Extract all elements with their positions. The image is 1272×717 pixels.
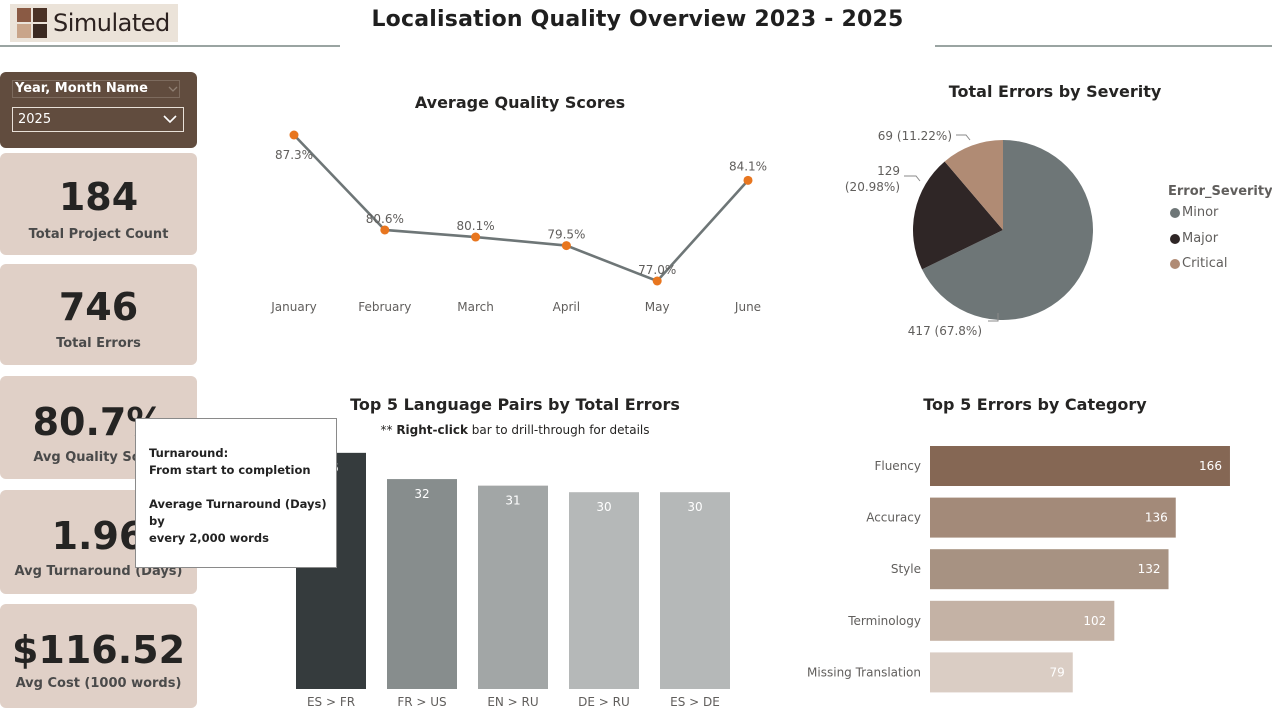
kpi-label: Total Project Count	[28, 227, 169, 242]
error-category-bar-chart: 166 Fluency 136 Accuracy 132 Style 102 Terminol…	[807, 446, 1230, 693]
legend-item-critical[interactable]: Critical	[1170, 256, 1227, 271]
pie-slice	[922, 140, 1093, 320]
bar	[387, 479, 457, 689]
bar	[930, 652, 1073, 693]
quality-line-chart: 87.3% January 80.6% February 80.1% March 79.5%…	[270, 130, 767, 314]
data-point	[652, 276, 662, 286]
kpi-value: 184	[58, 175, 139, 219]
leader-line	[956, 134, 971, 141]
x-tick-label: DE > RU	[578, 695, 630, 709]
year-month-slicer	[0, 72, 197, 148]
x-tick-label: FR > US	[397, 695, 446, 709]
logo: Simulated	[10, 4, 178, 42]
data-label: 166	[1199, 459, 1222, 473]
chevron-down-icon[interactable]	[166, 80, 180, 98]
tooltip-line: Average Turnaround (Days) by	[149, 497, 327, 528]
tooltip-line: Turnaround:	[149, 446, 229, 460]
kpi-label: Avg Cost (1000 words)	[15, 676, 182, 691]
data-point	[380, 225, 390, 235]
bar	[930, 600, 1115, 641]
x-tick-label: April	[553, 300, 580, 314]
x-tick-label: March	[457, 300, 494, 314]
kpi-value: $116.52	[11, 628, 186, 672]
y-tick-label: Accuracy	[866, 511, 921, 525]
x-tick-label: ES > FR	[307, 695, 355, 709]
x-tick-label: January	[270, 300, 317, 314]
data-label: 30	[687, 500, 702, 514]
y-tick-label: Style	[891, 562, 921, 576]
kpi-value: 1.96	[51, 514, 146, 558]
bar	[660, 492, 730, 689]
bar	[930, 549, 1169, 590]
data-point	[471, 232, 481, 242]
legend-title: Error_Severity	[1168, 184, 1272, 199]
data-label: 31	[505, 494, 520, 508]
leader-line	[988, 313, 999, 322]
data-label: 136	[1145, 511, 1168, 525]
line-chart-title: Average Quality Scores	[414, 93, 626, 112]
hbar-chart-title: Top 5 Errors by Category	[923, 395, 1147, 414]
turnaround-tooltip: Turnaround: From start to completion Ave…	[135, 418, 337, 568]
data-label: 69 (11.22%)	[878, 129, 952, 143]
page-title: Localisation Quality Overview 2023 - 202…	[371, 7, 904, 32]
header-divider-highlight	[340, 45, 935, 47]
data-point	[561, 241, 571, 251]
year-dropdown[interactable]: 2025	[12, 107, 184, 132]
kpi-label: Avg Quality Score	[33, 450, 164, 465]
x-tick-label: June	[734, 300, 761, 314]
y-tick-label: Terminology	[847, 614, 921, 628]
y-tick-label: Missing Translation	[807, 665, 921, 679]
x-tick-label: EN > RU	[487, 695, 538, 709]
series-line	[293, 134, 749, 283]
data-label: 79.5%	[547, 228, 585, 242]
pie-slice	[913, 161, 1003, 270]
kpi-label: Total Errors	[56, 336, 141, 351]
data-label: 417 (67.8%)	[908, 324, 982, 338]
data-label: 129	[877, 164, 900, 178]
kpi-value: 746	[58, 285, 139, 329]
y-tick-label: Fluency	[874, 459, 921, 473]
data-label: 77.0%	[638, 263, 676, 277]
data-label: 87.3%	[275, 148, 313, 162]
slicer-label[interactable]: Year, Month Name	[12, 80, 180, 98]
kpi-card-project-count: 184 Total Project Count	[0, 153, 197, 255]
legend-item-major[interactable]: Major	[1170, 231, 1218, 246]
legend-item-minor[interactable]: Minor	[1170, 205, 1218, 220]
tooltip-line: From start to completion	[149, 463, 311, 477]
x-tick-label: ES > DE	[670, 695, 720, 709]
x-tick-label: May	[645, 300, 670, 314]
logo-text: Simulated	[53, 9, 170, 37]
data-label: 102	[1083, 614, 1106, 628]
leader-line	[904, 175, 921, 182]
data-point	[289, 130, 299, 140]
data-label: 32	[414, 487, 429, 501]
bar	[569, 492, 639, 689]
data-label: 30	[596, 500, 611, 514]
kpi-card-total-errors: 746 Total Errors	[0, 264, 197, 365]
pie-chart-title: Total Errors by Severity	[948, 82, 1162, 101]
data-point	[743, 175, 753, 185]
bar	[930, 497, 1176, 538]
data-label: 84.1%	[729, 159, 767, 173]
data-label: 80.1%	[457, 219, 495, 233]
drill-through-hint: ** Right-click bar to drill-through for …	[380, 423, 650, 437]
data-label: 80.6%	[366, 212, 404, 226]
severity-pie-chart: 417 (67.8%) 129 (20.98%) 69 (11.22%)	[845, 129, 1093, 338]
bar	[930, 446, 1230, 486]
data-label: (20.98%)	[845, 180, 900, 194]
logo-mark-icon	[17, 8, 47, 38]
bar	[478, 485, 548, 689]
data-label: 132	[1138, 562, 1161, 576]
kpi-card-avg-cost: $116.52 Avg Cost (1000 words)	[0, 604, 197, 708]
bar-chart-title: Top 5 Language Pairs by Total Errors	[350, 395, 680, 414]
chevron-down-icon[interactable]	[163, 112, 177, 126]
x-tick-label: February	[358, 300, 411, 314]
tooltip-line: every 2,000 words	[149, 531, 269, 545]
data-label: 79	[1049, 665, 1064, 679]
pie-slice	[944, 140, 1003, 230]
